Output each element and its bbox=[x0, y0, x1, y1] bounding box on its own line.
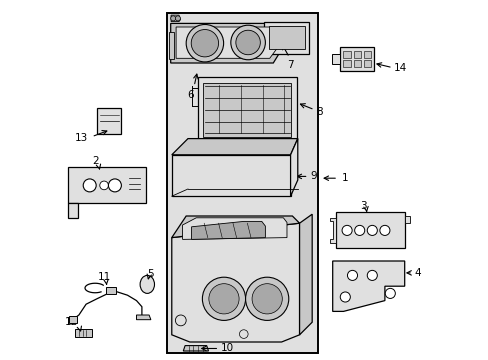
Bar bbox=[197, 77, 296, 140]
Bar bbox=[171, 155, 290, 196]
Bar bbox=[106, 287, 116, 294]
Text: 12: 12 bbox=[65, 317, 78, 327]
Circle shape bbox=[191, 30, 218, 57]
Circle shape bbox=[100, 181, 108, 190]
Polygon shape bbox=[329, 218, 336, 243]
Polygon shape bbox=[170, 23, 287, 63]
Text: 1: 1 bbox=[341, 173, 347, 183]
Polygon shape bbox=[290, 139, 297, 196]
Polygon shape bbox=[176, 27, 284, 58]
Text: 2: 2 bbox=[92, 156, 98, 166]
Circle shape bbox=[235, 30, 260, 55]
Ellipse shape bbox=[140, 275, 154, 293]
Circle shape bbox=[83, 179, 96, 192]
Polygon shape bbox=[182, 218, 286, 239]
Text: 10: 10 bbox=[221, 343, 234, 354]
Circle shape bbox=[342, 225, 351, 235]
Bar bbox=[353, 51, 360, 58]
Polygon shape bbox=[171, 223, 299, 342]
Polygon shape bbox=[168, 32, 174, 59]
Polygon shape bbox=[191, 221, 265, 239]
Polygon shape bbox=[183, 346, 208, 351]
Polygon shape bbox=[299, 214, 311, 335]
Bar bbox=[343, 51, 350, 58]
Polygon shape bbox=[171, 139, 297, 155]
Text: 8: 8 bbox=[316, 107, 323, 117]
Circle shape bbox=[385, 288, 394, 298]
Bar bbox=[363, 51, 370, 58]
Circle shape bbox=[230, 25, 265, 60]
Circle shape bbox=[354, 225, 364, 235]
Bar bbox=[264, 22, 309, 54]
Circle shape bbox=[202, 277, 245, 320]
Bar bbox=[331, 54, 339, 64]
Text: 7: 7 bbox=[286, 60, 293, 71]
Text: 14: 14 bbox=[393, 63, 407, 73]
Circle shape bbox=[239, 330, 247, 338]
Circle shape bbox=[245, 277, 288, 320]
Bar bbox=[268, 26, 305, 49]
Circle shape bbox=[108, 179, 121, 192]
Circle shape bbox=[347, 270, 357, 280]
Polygon shape bbox=[69, 316, 77, 323]
Polygon shape bbox=[404, 216, 409, 223]
Circle shape bbox=[186, 24, 223, 62]
Polygon shape bbox=[136, 315, 151, 320]
Bar bbox=[343, 60, 350, 67]
Circle shape bbox=[251, 284, 282, 314]
Circle shape bbox=[170, 16, 175, 21]
Circle shape bbox=[366, 270, 377, 280]
Text: 9: 9 bbox=[309, 171, 316, 181]
Circle shape bbox=[379, 225, 389, 235]
Bar bbox=[68, 167, 145, 203]
Circle shape bbox=[175, 16, 180, 21]
Text: 13: 13 bbox=[75, 132, 88, 143]
Polygon shape bbox=[171, 15, 180, 22]
Polygon shape bbox=[75, 329, 91, 337]
Polygon shape bbox=[332, 261, 404, 311]
Bar bbox=[353, 60, 360, 67]
Text: 3: 3 bbox=[359, 201, 366, 211]
Circle shape bbox=[208, 284, 239, 314]
Circle shape bbox=[366, 225, 377, 235]
Polygon shape bbox=[68, 203, 78, 218]
Bar bbox=[167, 13, 318, 353]
Circle shape bbox=[175, 315, 186, 326]
Text: 4: 4 bbox=[413, 268, 420, 278]
Polygon shape bbox=[171, 216, 299, 238]
Bar bbox=[97, 108, 121, 134]
Bar bbox=[336, 212, 404, 248]
Circle shape bbox=[340, 292, 349, 302]
Text: 6: 6 bbox=[187, 90, 193, 100]
Bar bbox=[203, 83, 291, 137]
Bar bbox=[363, 60, 370, 67]
Bar bbox=[339, 47, 373, 71]
Text: 5: 5 bbox=[146, 269, 153, 279]
Text: 11: 11 bbox=[97, 272, 110, 282]
